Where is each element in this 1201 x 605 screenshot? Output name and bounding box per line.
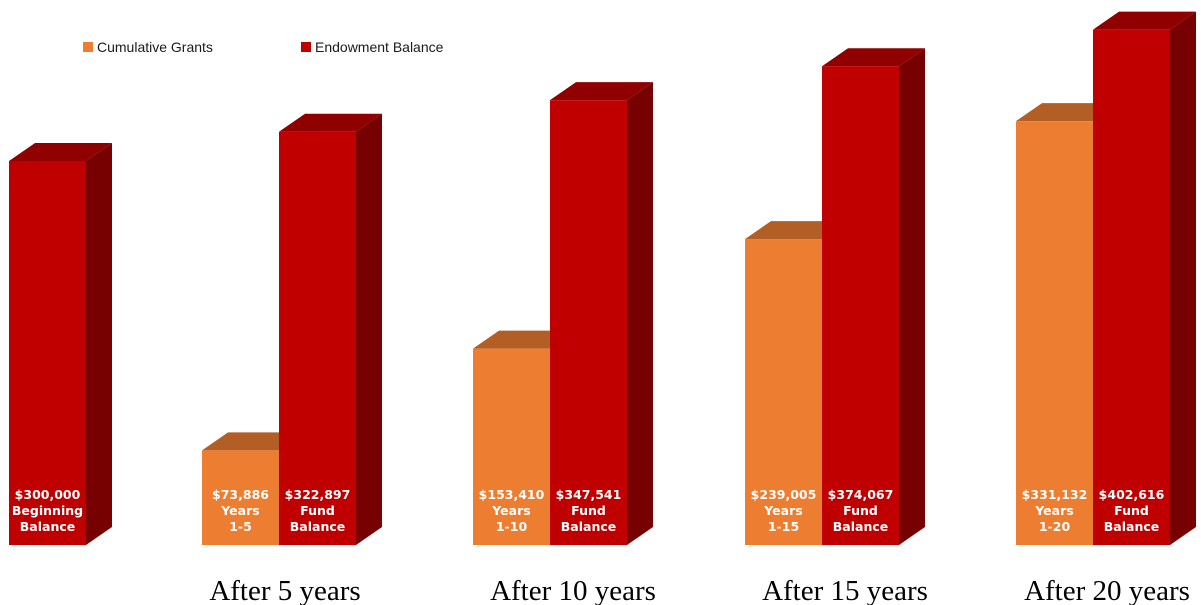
data-label-line: $239,005 xyxy=(751,487,817,502)
data-label-line: $331,132 xyxy=(1022,487,1088,502)
data-label-line: $322,897 xyxy=(285,487,351,502)
data-label-line: Balance xyxy=(20,519,75,534)
bar-side xyxy=(1170,11,1196,546)
legend: Cumulative Grants Endowment Balance xyxy=(83,39,444,55)
legend-item: Cumulative Grants xyxy=(83,39,213,55)
bar-front xyxy=(473,348,550,545)
legend-label: Endowment Balance xyxy=(315,39,444,55)
bar-top xyxy=(279,113,382,132)
data-label-line: $300,000 xyxy=(15,487,81,502)
data-label-line: 1-15 xyxy=(768,519,799,534)
data-label-line: $347,541 xyxy=(556,487,622,502)
data-label-line: $73,886 xyxy=(212,487,269,502)
data-label-line: $402,616 xyxy=(1099,487,1165,502)
data-label-line: Fund xyxy=(300,503,335,518)
data-label-line: Balance xyxy=(290,519,345,534)
bar-top xyxy=(9,143,112,161)
data-label-line: Years xyxy=(1034,503,1073,518)
data-label-line: Balance xyxy=(561,519,616,534)
bar-top xyxy=(822,48,925,67)
data-label-line: Fund xyxy=(571,503,606,518)
data-label-line: Years xyxy=(763,503,802,518)
data-label-line: Beginning xyxy=(12,503,83,518)
bar-front xyxy=(745,239,822,545)
legend-item: Endowment Balance xyxy=(301,39,444,55)
category-label: After 10 years xyxy=(490,575,656,605)
bar-front xyxy=(202,450,279,545)
bar-top xyxy=(1093,11,1196,30)
data-label-line: $374,067 xyxy=(828,487,894,502)
data-label-line: 1-10 xyxy=(496,519,528,534)
data-label-line: $153,410 xyxy=(479,487,545,502)
bar-side xyxy=(899,48,925,545)
bar-front xyxy=(550,100,627,545)
legend-label: Cumulative Grants xyxy=(97,39,213,55)
data-label-line: Balance xyxy=(1104,519,1159,534)
bar-side xyxy=(356,113,382,546)
data-label-line: Years xyxy=(220,503,259,518)
bar-front xyxy=(822,66,899,545)
data-label-line: 1-20 xyxy=(1039,519,1071,534)
data-label-line: Fund xyxy=(843,503,878,518)
bar-side xyxy=(86,143,112,545)
bar-side xyxy=(627,82,653,545)
legend-swatch xyxy=(83,42,93,52)
bar-front xyxy=(279,131,356,545)
data-label-line: 1-5 xyxy=(229,519,252,534)
data-label-line: Balance xyxy=(833,519,888,534)
data-label-line: Fund xyxy=(1114,503,1149,518)
bar-top xyxy=(550,82,653,101)
bar-front xyxy=(9,161,86,545)
category-label: After 5 years xyxy=(209,575,360,605)
bar-front xyxy=(1016,121,1093,546)
bar-front xyxy=(1093,29,1170,546)
category-label: After 15 years xyxy=(762,575,928,605)
category-label: After 20 years xyxy=(1024,575,1190,605)
legend-swatch xyxy=(301,42,311,52)
data-label-line: Years xyxy=(491,503,530,518)
